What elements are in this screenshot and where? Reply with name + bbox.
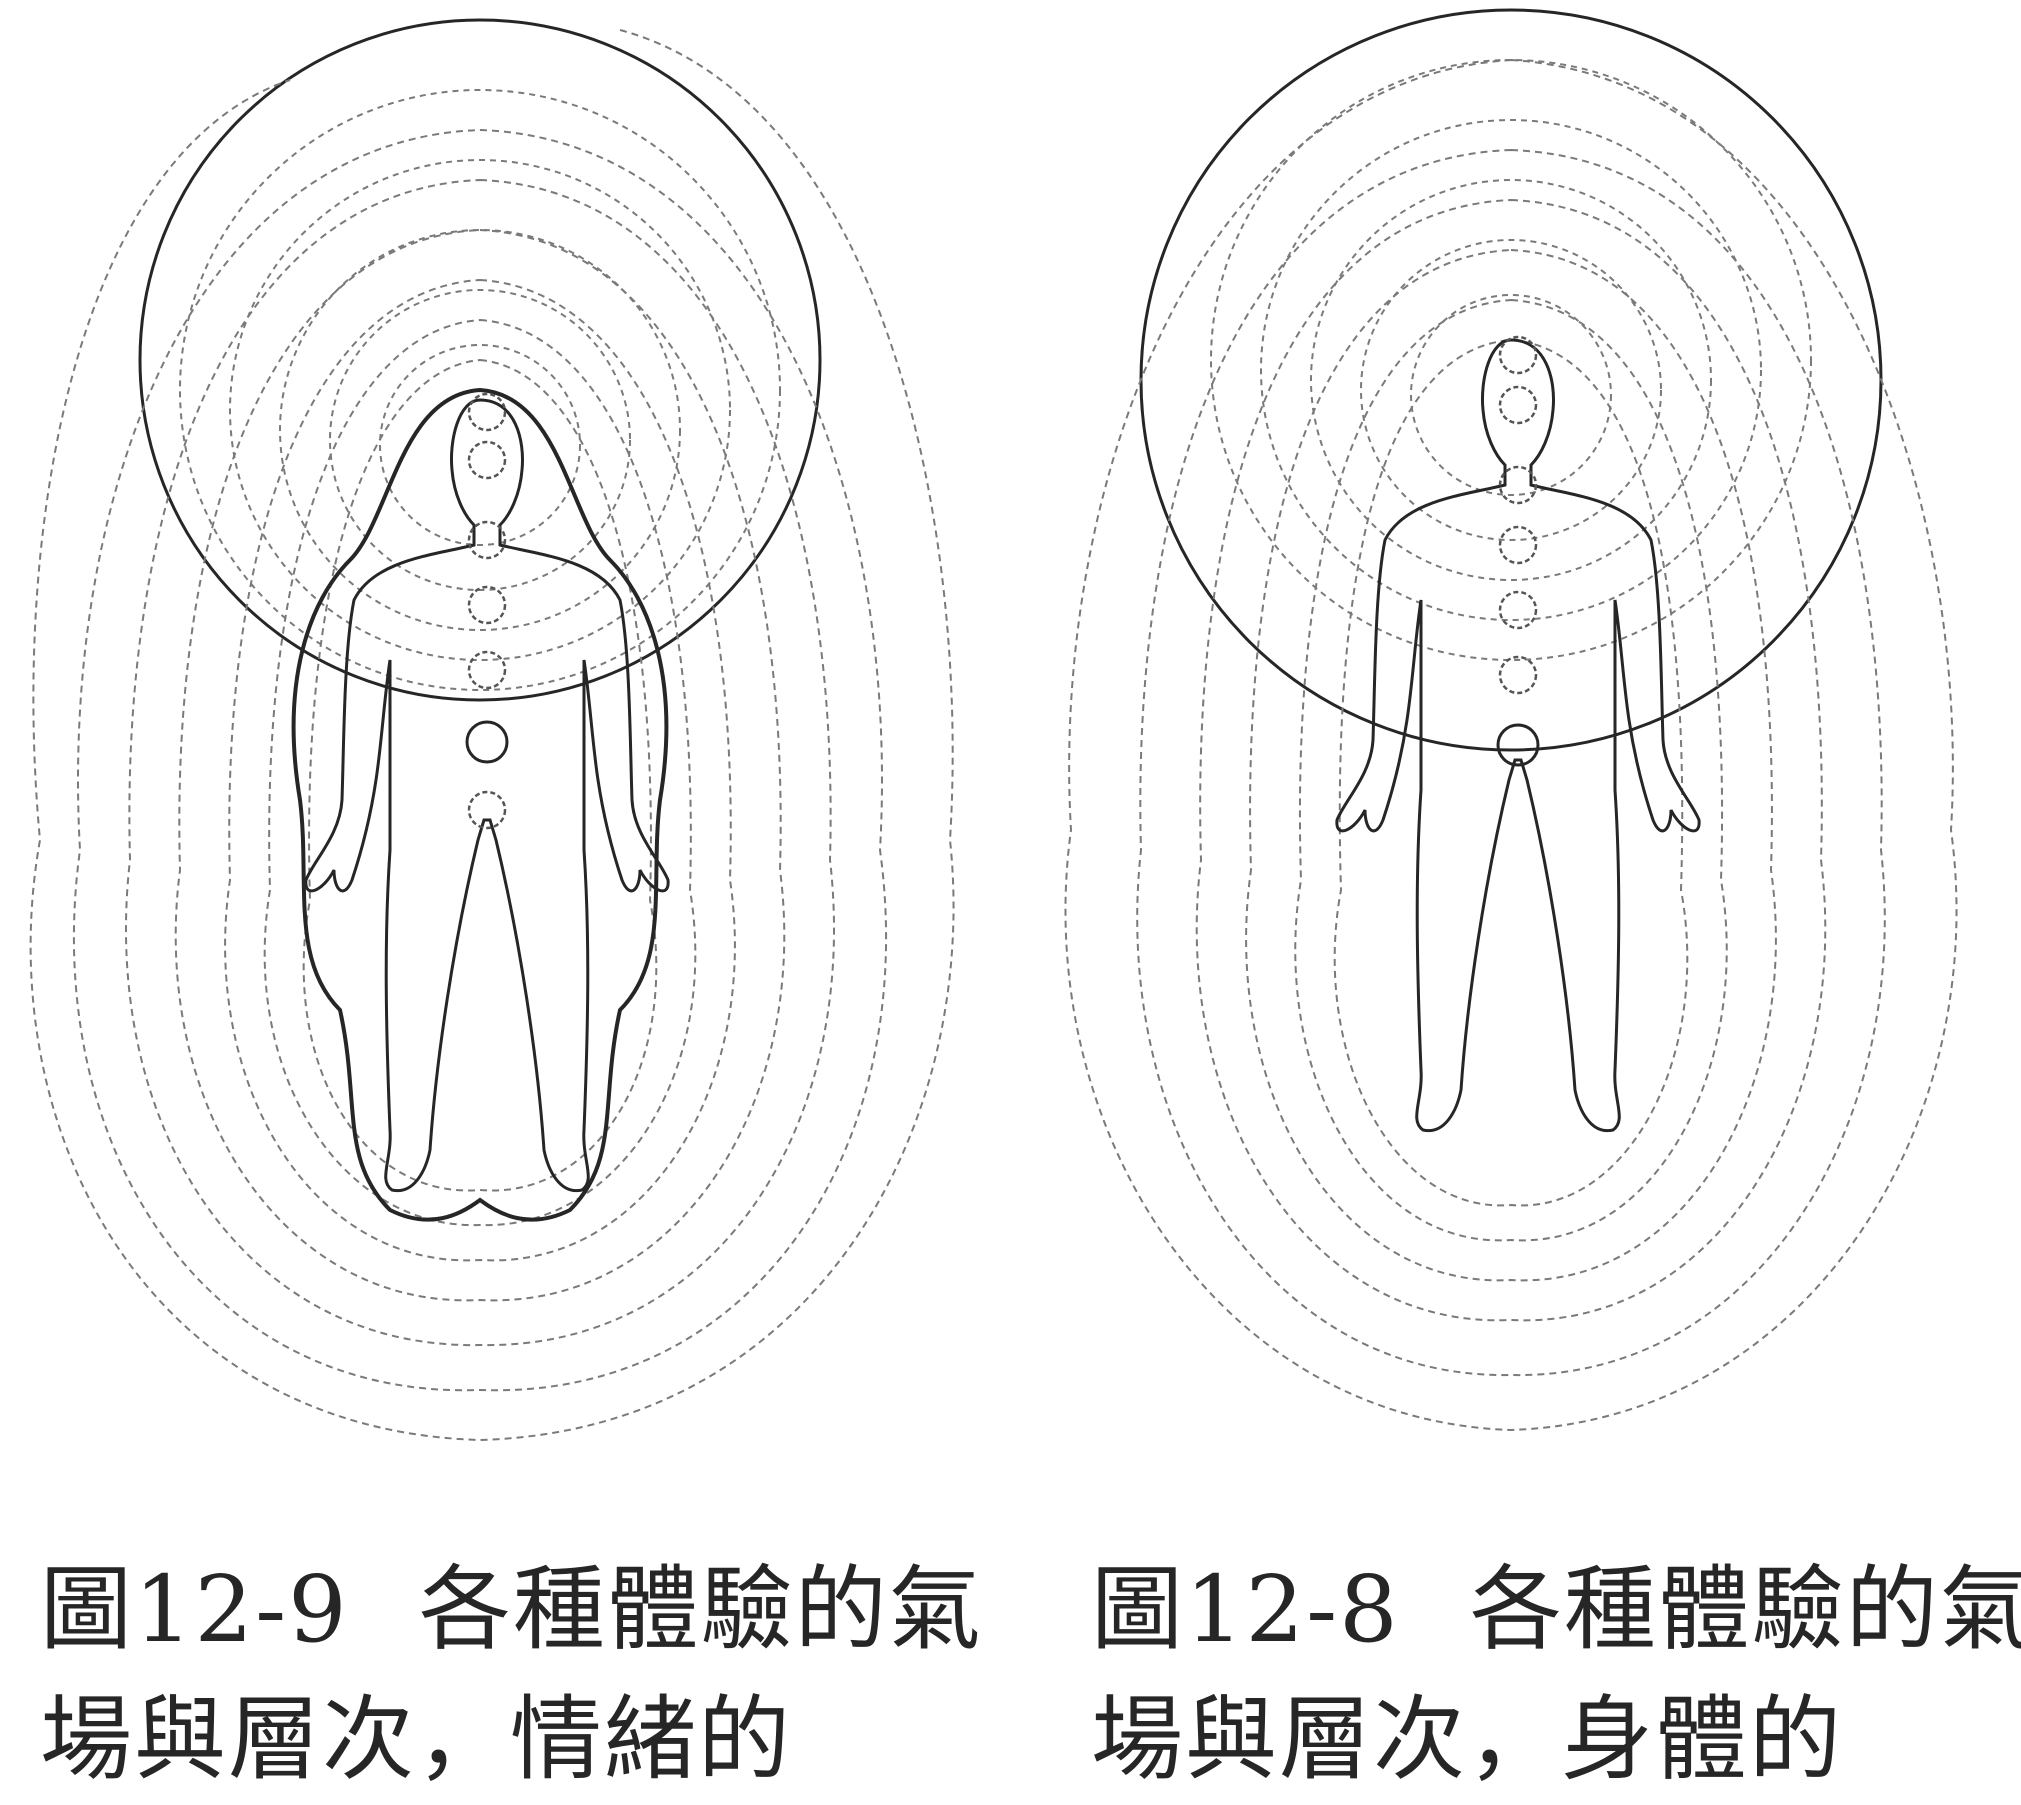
human-figure-outline	[1335, 338, 1701, 1133]
caption-text: 各種體驗的氣	[418, 1556, 983, 1663]
aura-diagram-physical	[1064, 8, 1958, 1432]
head-halo-rings	[179, 89, 781, 691]
caption-text: 各種體驗的氣	[1469, 1556, 2021, 1663]
caption-line-1: 圖12-8 各種體驗的氣	[1091, 1545, 2021, 1675]
body-aura-layers	[1064, 58, 1958, 1432]
caption-line-2: 場與層次，身體的	[1091, 1686, 1844, 1793]
figure-number: 圖12-8	[1091, 1556, 1400, 1663]
caption-line-2: 場與層次，情緒的	[40, 1686, 793, 1793]
outer-halo-circle	[138, 18, 822, 702]
figure-number: 圖12-9	[40, 1556, 349, 1663]
body-aura-layers	[29, 29, 955, 1442]
chakra-points	[465, 392, 509, 830]
figure-12-9: 圖12-9 各種體驗的氣 場與層次，情緒的	[0, 0, 1010, 1805]
emotional-body-outline	[291, 387, 669, 1222]
chakra-points	[1496, 335, 1540, 767]
figure-caption: 圖12-8 各種體驗的氣 場與層次，身體的	[1091, 1545, 2021, 1805]
figure-12-8: 圖12-8 各種體驗的氣 場與層次，身體的	[1011, 0, 2021, 1805]
aura-diagram-emotional	[29, 18, 955, 1442]
caption-line-1: 圖12-9 各種體驗的氣	[40, 1545, 983, 1675]
figure-caption: 圖12-9 各種體驗的氣 場與層次，情緒的	[40, 1545, 983, 1805]
human-figure-outline	[304, 398, 670, 1193]
